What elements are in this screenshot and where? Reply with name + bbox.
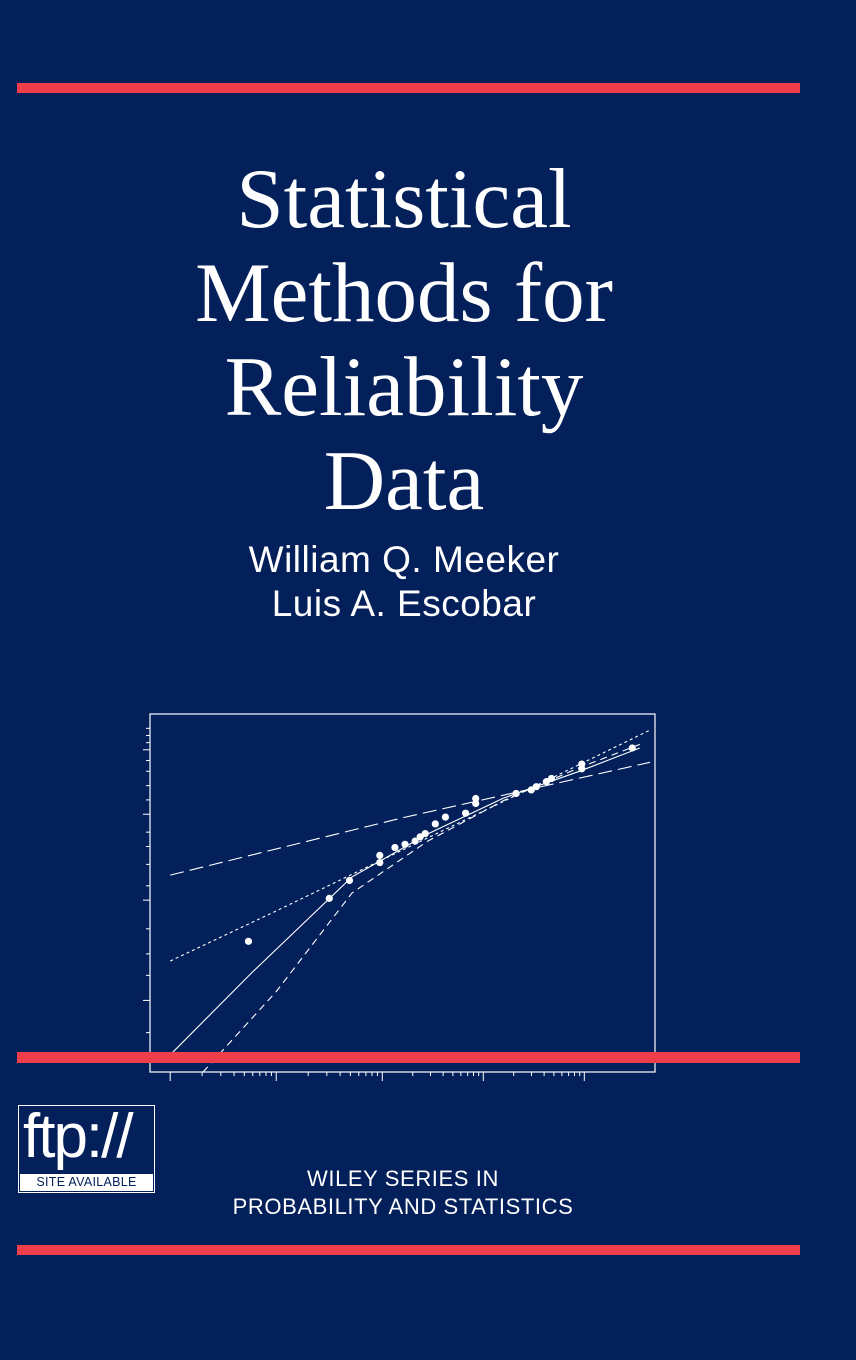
data-point-12 xyxy=(462,809,470,817)
data-point-4 xyxy=(376,851,384,860)
fit-line-dashed xyxy=(202,743,640,1073)
data-point-10 xyxy=(431,820,439,828)
data-point-7 xyxy=(411,837,419,845)
data-points xyxy=(244,744,636,945)
plot-frame xyxy=(149,713,656,1073)
data-point-5 xyxy=(391,843,399,852)
data-point-6 xyxy=(401,840,409,848)
series-line-1: WILEY SERIES IN xyxy=(307,1166,499,1191)
author-2: Luis A. Escobar xyxy=(271,583,537,624)
ftp-caption: SITE AVAILABLE xyxy=(20,1174,153,1191)
fit-line-long-dash xyxy=(170,761,651,876)
data-point-21 xyxy=(578,760,586,768)
fit-line-dotted xyxy=(169,729,651,962)
data-point-19 xyxy=(547,774,556,783)
book-title: Statistical Methods for Reliability Data xyxy=(0,152,808,528)
data-point-17 xyxy=(532,783,540,791)
data-point-3 xyxy=(376,858,384,867)
authors: William Q. Meeker Luis A. Escobar xyxy=(0,538,808,626)
data-point-14 xyxy=(472,794,480,803)
ftp-site-badge: ftp:// SITE AVAILABLE xyxy=(18,1102,155,1193)
fit-lines xyxy=(169,729,651,1073)
y-axis-ticks xyxy=(143,727,150,1059)
data-point-9 xyxy=(421,829,429,838)
data-point-0 xyxy=(244,937,253,945)
data-point-2 xyxy=(345,876,354,885)
title-line-4: Data xyxy=(323,434,485,528)
data-point-22 xyxy=(628,744,636,752)
title-line-2: Methods for xyxy=(195,246,613,340)
x-axis-ticks xyxy=(169,1072,585,1081)
data-point-15 xyxy=(512,789,520,798)
data-point-1 xyxy=(325,894,333,902)
bottom-red-rule xyxy=(17,1245,800,1255)
top-red-rule xyxy=(17,83,800,93)
fit-line-solid xyxy=(172,747,640,1053)
author-1: William Q. Meeker xyxy=(248,539,560,580)
series-line-2: PROBABILITY AND STATISTICS xyxy=(232,1194,574,1219)
data-point-11 xyxy=(441,813,450,821)
middle-red-rule xyxy=(17,1052,800,1063)
data-point-13 xyxy=(472,799,480,808)
series-name: WILEY SERIES IN PROBABILITY AND STATISTI… xyxy=(170,1165,636,1221)
title-line-1: Statistical xyxy=(236,152,572,246)
title-line-3: Reliability xyxy=(224,340,584,434)
ftp-logo-text: ftp:// xyxy=(23,1102,134,1171)
